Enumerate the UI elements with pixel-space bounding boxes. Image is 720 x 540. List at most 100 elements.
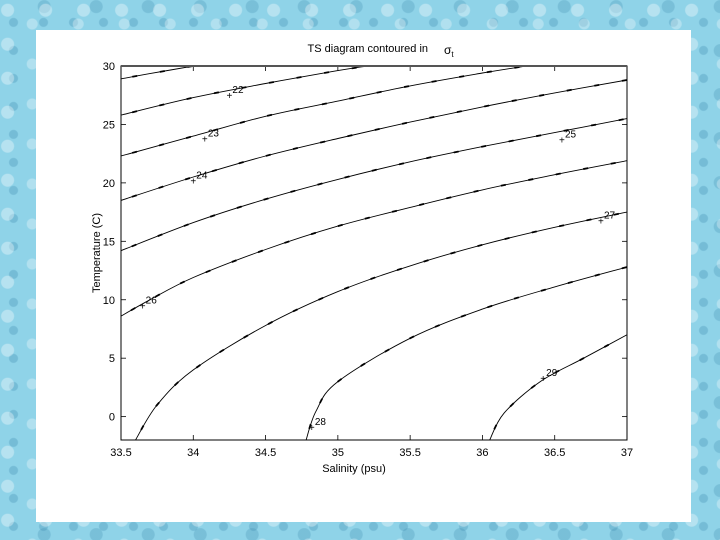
plot-area: [120, 65, 628, 441]
contour-label-marker: +: [540, 374, 546, 385]
contour-marker: [484, 104, 490, 108]
contour-marker: [344, 175, 350, 179]
contour-label: 27: [604, 210, 616, 221]
contour-marker: [613, 212, 620, 216]
contour-marker: [418, 203, 425, 207]
contour-label: 29: [546, 368, 558, 379]
contour-marker: [429, 115, 435, 119]
contour-marker: [140, 425, 145, 431]
contour-marker: [409, 335, 415, 340]
contour-marker: [453, 150, 459, 154]
contour-marker: [241, 86, 247, 89]
contour-marker: [159, 70, 165, 73]
slide-panel: +22 +23 +24 +25 +26 +27 +28 +29 33.5 34 34.5 35 35.…: [36, 30, 691, 522]
contour-marker: [157, 233, 163, 237]
contour-marker: [347, 134, 353, 138]
contour-label-marker: +: [559, 136, 565, 147]
x-tick-label: 33.5: [110, 447, 131, 459]
contour-marker: [131, 110, 138, 114]
contour-marker: [349, 96, 355, 100]
contour-marker: [296, 76, 302, 79]
contour-marker: [209, 214, 216, 218]
contour-marker: [310, 231, 317, 236]
contour-marker: [213, 91, 220, 95]
contour-marker: [364, 216, 370, 220]
contour-marker: [337, 223, 343, 227]
contour-marker: [493, 424, 498, 430]
contour-marker: [594, 273, 600, 277]
contour-marker: [371, 168, 377, 172]
x-axis-label: Salinity (psu): [322, 463, 386, 475]
contour-marker: [504, 237, 510, 240]
contour-marker: [263, 197, 269, 201]
contour-marker: [212, 128, 219, 132]
contour-marker: [396, 267, 403, 271]
contour-marker: [243, 334, 249, 339]
contour-marker: [158, 185, 164, 189]
y-tick-label: 15: [103, 236, 115, 248]
contour-marker: [481, 144, 487, 148]
contour-marker: [401, 121, 408, 125]
contour-marker: [509, 402, 515, 408]
contour-marker: [539, 93, 545, 97]
contour-label: 25: [565, 130, 577, 141]
contour-line-29: [489, 334, 627, 440]
contour-marker: [603, 343, 610, 348]
contour-marker: [131, 194, 137, 198]
y-tick-label: 0: [109, 412, 115, 424]
contour-marker: [621, 79, 627, 82]
contour-marker: [131, 243, 137, 248]
contour-marker: [590, 123, 597, 127]
contour-marker: [508, 139, 514, 143]
contour-marker: [360, 362, 366, 367]
contour-marker: [290, 189, 296, 193]
contour-marker: [284, 240, 290, 244]
contour-marker: [205, 269, 211, 274]
y-tick-label: 5: [109, 353, 115, 365]
contour-marker: [351, 66, 357, 70]
contour-marker: [540, 288, 546, 292]
contour-marker: [459, 75, 465, 78]
contour-marker: [391, 209, 398, 213]
contour-marker: [130, 307, 136, 312]
contour-marker: [610, 161, 616, 165]
contour-label-marker: +: [227, 91, 233, 102]
contour-marker: [238, 161, 244, 165]
contour-label-marker: +: [309, 423, 315, 434]
contour-marker: [477, 243, 483, 247]
contour-marker: [621, 266, 627, 270]
contour-marker: [158, 143, 165, 147]
contour-marker: [531, 230, 537, 234]
x-tick-label: 34.5: [255, 447, 276, 459]
contour-line-22: [121, 66, 194, 80]
contour-marker: [257, 249, 264, 254]
contour-marker: [528, 178, 534, 181]
chart-title-subscript: t: [451, 50, 454, 59]
contour-line-23: [121, 66, 367, 116]
contour-marker: [513, 296, 520, 300]
contour-marker: [530, 384, 536, 389]
contour-lines: +22+23+24+25+26+27+28+29: [121, 66, 627, 440]
contour-marker: [268, 81, 275, 84]
contour-marker: [266, 113, 273, 117]
contour-marker: [376, 90, 382, 94]
contour-marker: [554, 369, 560, 374]
contour-marker: [374, 127, 380, 131]
contour-marker: [195, 364, 201, 369]
y-axis-label: Temperature (C): [91, 213, 103, 293]
contour-marker: [132, 74, 138, 78]
contour-marker: [231, 259, 237, 263]
contour-marker: [514, 66, 520, 69]
contour-marker: [321, 102, 327, 106]
contour-marker: [319, 398, 323, 404]
contour-label-marker: +: [598, 216, 604, 227]
contour-marker: [586, 218, 592, 222]
contour-marker: [456, 110, 462, 114]
contour-marker: [317, 182, 323, 186]
contour-marker: [500, 183, 507, 187]
contour-marker: [370, 276, 376, 280]
contour-marker: [403, 85, 410, 88]
contour-marker: [323, 71, 330, 74]
contour-marker: [558, 224, 565, 228]
contour-marker: [450, 251, 456, 255]
